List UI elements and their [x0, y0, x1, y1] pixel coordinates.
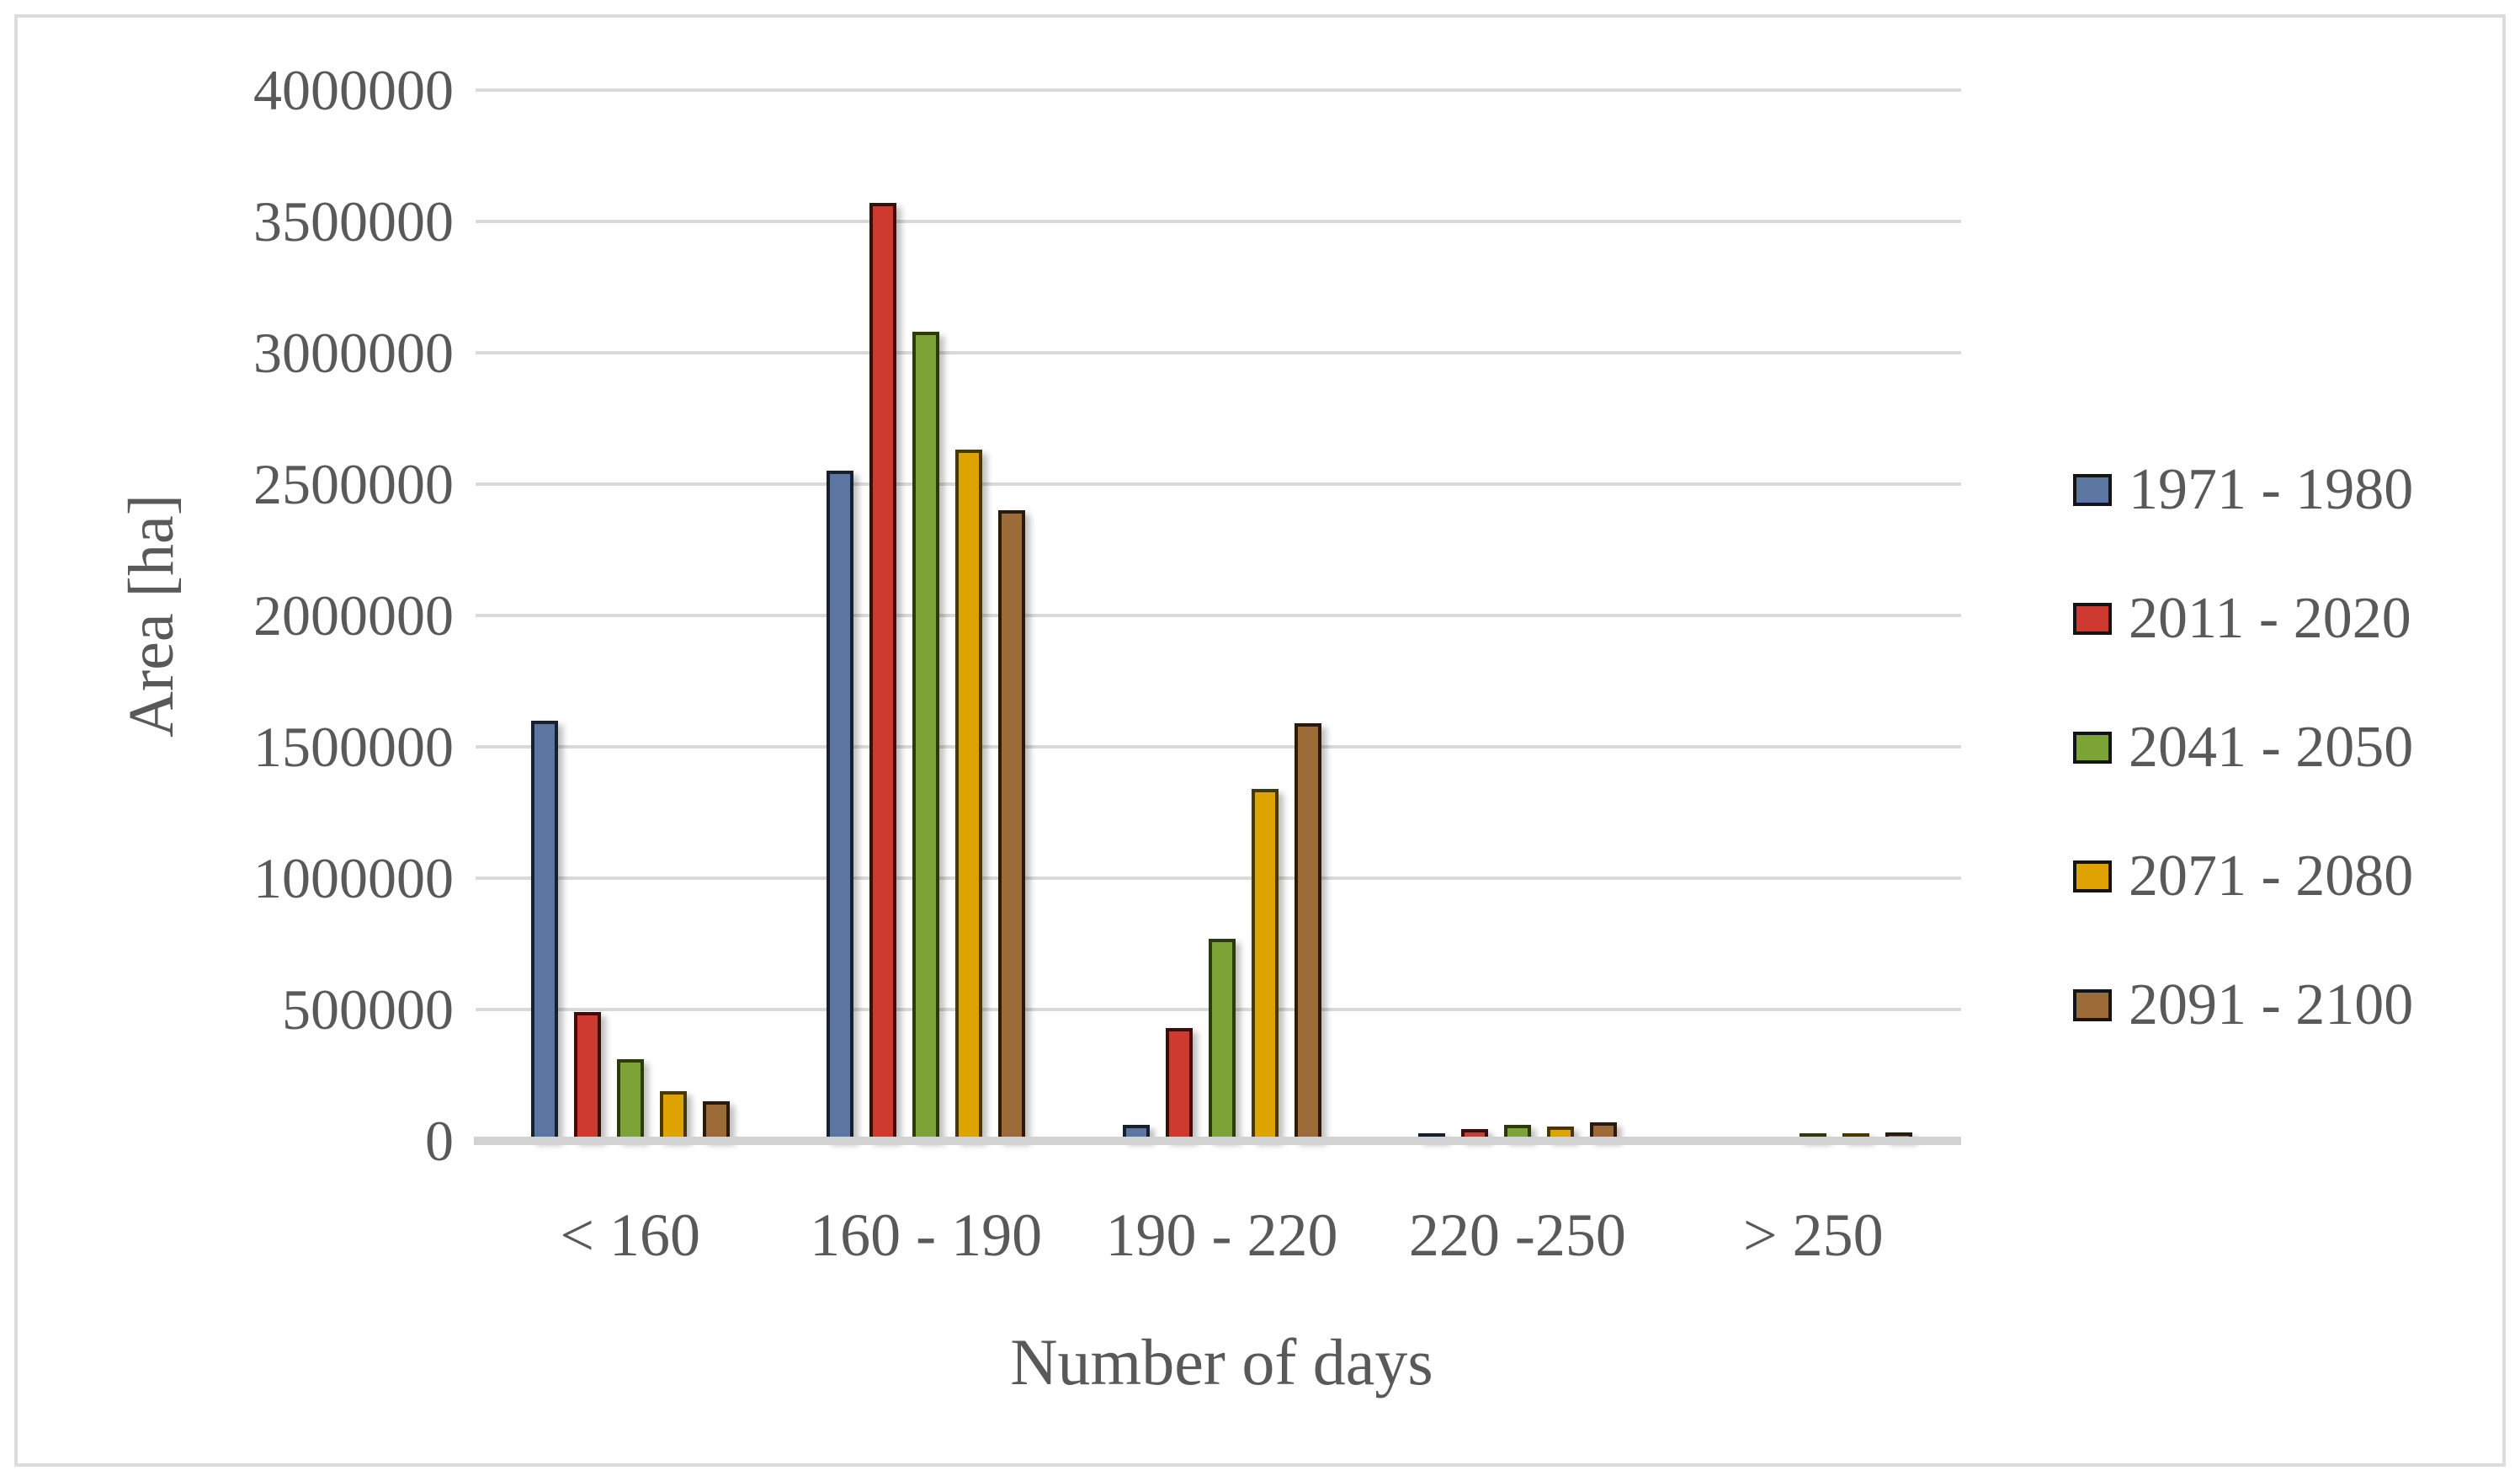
gridline — [476, 482, 1961, 486]
bar — [912, 332, 940, 1141]
gridline — [476, 220, 1961, 223]
x-tick-label: < 160 — [560, 1201, 700, 1269]
x-axis-title: Number of days — [1010, 1325, 1433, 1398]
legend-label: 2011 - 2020 — [2129, 586, 2411, 651]
y-tick-label: 1000000 — [253, 846, 454, 910]
gridline — [476, 614, 1961, 617]
bar — [1251, 789, 1279, 1141]
bar — [659, 1091, 687, 1141]
x-tick-label: 160 - 190 — [810, 1201, 1043, 1269]
legend-label: 1971 - 1980 — [2129, 457, 2414, 522]
bar-group — [482, 90, 778, 1141]
bar-group — [1369, 90, 1665, 1141]
y-tick-label: 2500000 — [253, 452, 454, 516]
legend-swatch — [2073, 860, 2112, 892]
bar — [573, 1012, 601, 1141]
y-tick-label: 500000 — [282, 978, 454, 1041]
bar — [702, 1101, 730, 1141]
y-tick-label: 2000000 — [253, 583, 454, 647]
legend-swatch — [2073, 989, 2112, 1021]
bar — [1165, 1028, 1193, 1141]
bar — [1294, 723, 1321, 1141]
legend-swatch — [2073, 474, 2112, 506]
gridline — [476, 351, 1961, 354]
gridline — [476, 745, 1961, 748]
y-tick-label: 1500000 — [253, 715, 454, 779]
bar — [869, 203, 897, 1141]
bar-group — [778, 90, 1073, 1141]
legend-item: 2041 - 2050 — [2073, 711, 2413, 785]
y-axis-tick-labels: 0 500000 1000000 1500000 2000000 2500000 30000… — [0, 58, 459, 1173]
x-tick-label: 220 -250 — [1408, 1201, 1626, 1269]
bar — [1208, 939, 1236, 1141]
bar — [998, 510, 1026, 1141]
bar-group — [1666, 90, 1961, 1141]
y-tick-label: 3000000 — [253, 321, 454, 385]
gridline — [476, 88, 1961, 92]
legend-label: 2071 - 2080 — [2129, 844, 2414, 908]
legend-item: 2071 - 2080 — [2073, 839, 2413, 914]
y-tick-label: 4000000 — [253, 58, 454, 122]
legend-label: 2041 - 2050 — [2129, 715, 2414, 780]
bar-groups — [482, 90, 1961, 1141]
bar — [616, 1059, 644, 1141]
bar-group — [1074, 90, 1369, 1141]
legend-label: 2091 - 2100 — [2129, 972, 2414, 1037]
legend-item: 1971 - 1980 — [2073, 453, 2413, 527]
bar — [827, 471, 854, 1141]
y-tick-label: 0 — [425, 1109, 454, 1173]
legend-swatch — [2073, 603, 2112, 635]
x-axis-tick-labels: < 160 160 - 190 190 - 220 220 -250 > 250 — [482, 1199, 1961, 1271]
x-tick-label: 190 - 220 — [1105, 1201, 1338, 1269]
legend-item: 2011 - 2020 — [2073, 582, 2413, 656]
x-tick-label: > 250 — [1743, 1201, 1884, 1269]
bar — [955, 450, 983, 1141]
bar — [530, 721, 558, 1141]
gridline — [476, 876, 1961, 880]
y-tick-label: 3500000 — [253, 189, 454, 253]
legend-swatch — [2073, 732, 2112, 764]
x-axis-line — [474, 1137, 1961, 1145]
legend: 1971 - 1980 2011 - 2020 2041 - 2050 2071 - … — [2073, 453, 2413, 1097]
plot-area — [474, 88, 1961, 1145]
legend-item: 2091 - 2100 — [2073, 968, 2413, 1042]
